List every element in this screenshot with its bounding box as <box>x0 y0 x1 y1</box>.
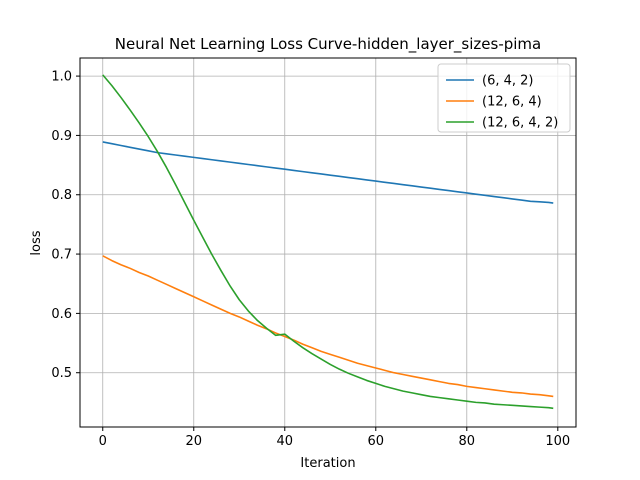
y-tick-label: 0.6 <box>51 307 72 322</box>
series-line-2 <box>102 74 554 410</box>
y-axis-label: loss <box>29 230 44 255</box>
y-tick-label: 0.8 <box>51 188 72 203</box>
legend-label-2: (12, 6, 4, 2) <box>482 116 558 131</box>
x-axis-label: Iteration <box>300 456 355 471</box>
plot-frame <box>79 57 577 428</box>
series-lines <box>102 74 554 410</box>
legend-label-0: (6, 4, 2) <box>482 74 534 89</box>
x-tick-label: 0 <box>99 434 107 449</box>
x-tick-label: 80 <box>459 434 476 449</box>
x-tick-label: 40 <box>276 434 293 449</box>
y-tick-label: 1.0 <box>51 70 72 85</box>
axis-ticks: 0 20 40 60 80 100 0.5 0.6 0.7 0.8 0.9 1.0 <box>51 70 570 449</box>
y-tick-label: 0.7 <box>51 248 72 263</box>
series-line-1 <box>102 255 554 398</box>
chart-title: Neural Net Learning Loss Curve-hidden_la… <box>115 35 541 54</box>
legend-box <box>437 63 571 133</box>
legend-label-1: (12, 6, 4) <box>482 95 542 110</box>
y-tick-label: 0.9 <box>51 129 72 144</box>
x-tick-label: 60 <box>368 434 385 449</box>
legend: (6, 4, 2) (12, 6, 4) (12, 6, 4, 2) <box>437 63 571 133</box>
x-tick-label: 100 <box>545 434 570 449</box>
y-tick-label: 0.5 <box>51 366 72 381</box>
x-tick-label: 20 <box>185 434 202 449</box>
series-line-0 <box>102 141 554 204</box>
